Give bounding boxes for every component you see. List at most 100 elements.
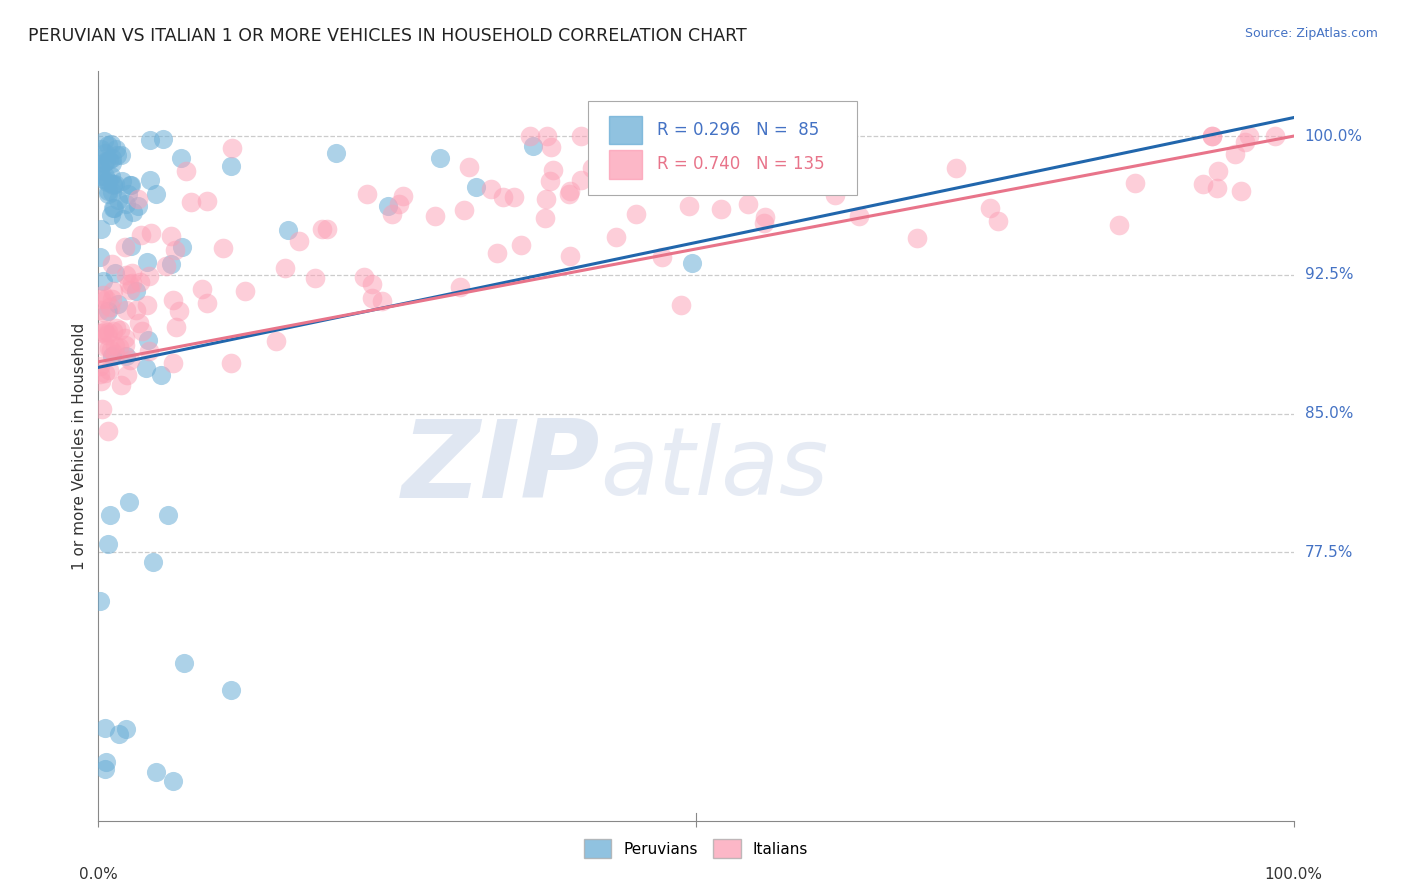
Text: 92.5%: 92.5% [1305,268,1353,283]
Point [105,148,128,162]
Point [287,234,309,248]
Point [945,161,967,176]
Point [681,255,703,269]
Point [1192,177,1215,191]
Point [1206,164,1229,178]
Point [1205,180,1227,194]
Point [100,169,122,183]
Point [103,177,125,191]
Point [89,593,111,607]
Point [115,368,138,382]
Point [560,184,582,198]
Point [503,190,526,204]
Point [149,368,172,383]
Text: atlas: atlas [600,423,828,514]
Point [191,282,214,296]
Point [145,764,167,779]
Point [128,317,150,331]
Point [543,163,565,178]
Point [100,156,122,170]
Point [93,134,115,148]
Point [155,259,177,273]
Point [353,269,375,284]
Point [593,129,616,144]
Point [97,153,120,168]
Point [1201,129,1223,144]
Text: Source: ZipAtlas.com: Source: ZipAtlas.com [1244,27,1378,40]
Point [534,211,557,226]
Point [538,174,561,188]
Point [316,221,339,235]
Point [486,246,509,260]
Point [118,283,141,297]
Point [97,138,120,153]
Text: 77.5%: 77.5% [1305,545,1353,560]
Point [173,657,195,671]
Point [509,238,531,252]
Point [104,347,127,361]
Point [94,305,117,319]
Point [1237,129,1260,144]
Point [97,174,120,188]
Point [121,277,143,291]
Point [124,303,146,318]
Legend: Peruvians, Italians: Peruvians, Italians [576,831,815,865]
Point [669,298,692,312]
Point [592,145,614,159]
Text: R = 0.740   N = 135: R = 0.740 N = 135 [657,155,824,173]
Point [96,328,118,343]
Point [522,138,544,153]
Point [361,291,384,305]
Point [162,293,184,307]
Point [464,179,486,194]
Point [115,197,138,211]
Point [98,300,121,314]
Point [152,132,174,146]
Point [89,169,111,183]
FancyBboxPatch shape [589,102,858,195]
Point [361,277,384,292]
Point [492,190,515,204]
Point [118,178,141,192]
Point [425,209,447,223]
Point [569,129,592,144]
Point [174,163,197,178]
Point [101,151,124,165]
Point [142,555,165,569]
Point [219,356,242,370]
Point [569,173,592,187]
Point [90,375,112,389]
Point [104,266,127,280]
Point [90,221,112,235]
Point [624,147,647,161]
Point [381,207,404,221]
Point [97,325,120,339]
Text: PERUVIAN VS ITALIAN 1 OR MORE VEHICLES IN HOUSEHOLD CORRELATION CHART: PERUVIAN VS ITALIAN 1 OR MORE VEHICLES I… [28,27,747,45]
Point [96,537,118,551]
Point [979,201,1001,215]
Point [169,151,191,165]
Point [98,508,121,522]
Text: R = 0.296   N =  85: R = 0.296 N = 85 [657,120,818,139]
Point [97,184,120,198]
Point [101,325,124,339]
Point [624,207,647,221]
Point [1229,185,1251,199]
Point [139,133,162,147]
Point [824,187,846,202]
Point [1264,129,1286,144]
Point [388,197,411,211]
Y-axis label: 1 or more Vehicles in Household: 1 or more Vehicles in Household [72,322,87,570]
Point [101,257,124,271]
Point [1123,177,1146,191]
Point [97,341,120,355]
Point [131,324,153,338]
Point [558,186,581,201]
Point [94,721,117,735]
Point [115,268,138,282]
Text: 0.0%: 0.0% [79,867,118,882]
Point [121,266,143,280]
Point [905,231,928,245]
Point [110,377,132,392]
Point [96,175,118,189]
